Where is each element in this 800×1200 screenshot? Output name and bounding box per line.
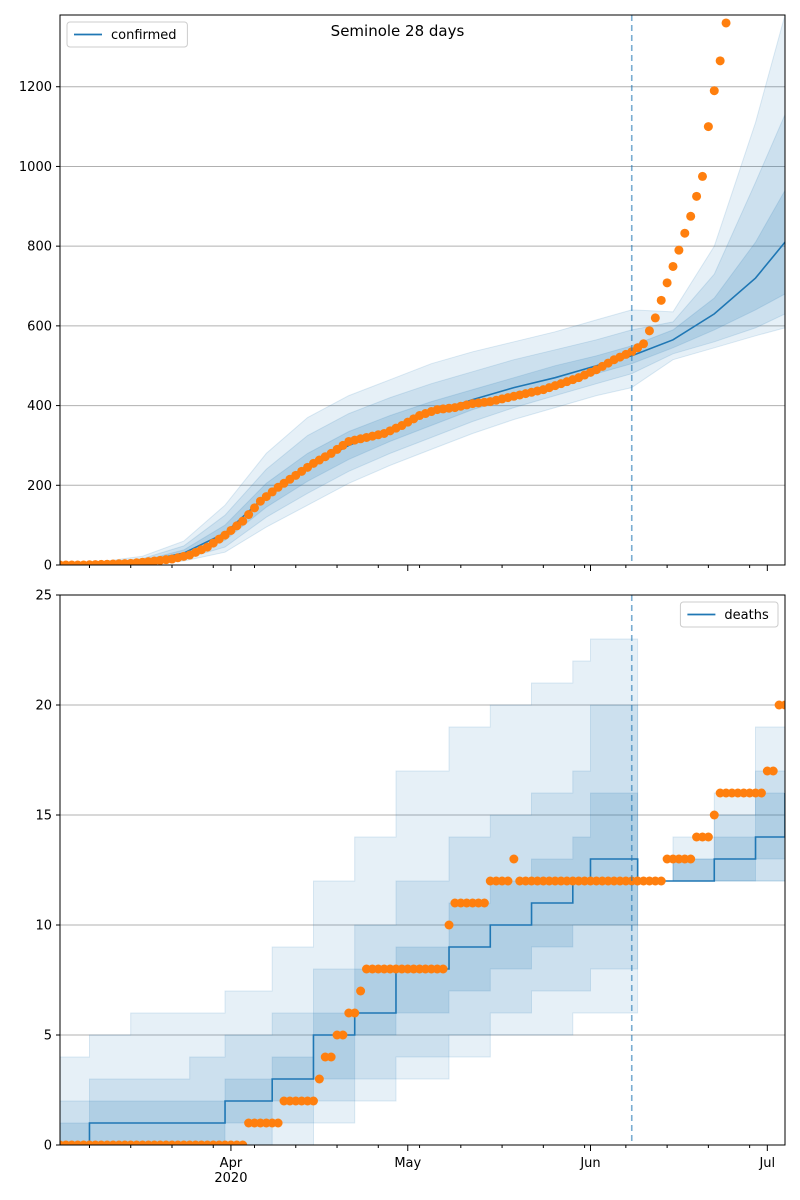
observed-point (692, 191, 702, 201)
observed-point (686, 854, 696, 864)
band-98pct (60, 15, 785, 565)
y-tick-label: 20 (35, 699, 52, 714)
chart-title: Seminole 28 days (331, 22, 465, 40)
y-tick-label: 200 (27, 479, 52, 494)
median-line (60, 793, 785, 1145)
observed-point (768, 766, 778, 776)
y-tick-label: 25 (35, 589, 52, 604)
plot-area (60, 15, 785, 565)
y-tick-label: 400 (27, 399, 52, 414)
y-tick-label: 0 (44, 1139, 52, 1154)
y-tick-label: 1000 (19, 160, 52, 175)
observed-point (308, 1096, 318, 1106)
legend-box (66, 21, 188, 48)
band-80pct (60, 114, 785, 565)
y-tick-label: 800 (27, 240, 52, 255)
observed-point (314, 1074, 324, 1084)
observed-point (250, 503, 260, 513)
observed-point (273, 1118, 283, 1128)
observed-point (680, 228, 690, 238)
y-tick-label: 1200 (19, 80, 52, 95)
legend-label: deaths (724, 608, 769, 623)
observed-point (674, 245, 684, 255)
observed-point (503, 876, 513, 886)
observed-point (238, 1140, 248, 1145)
observed-point (697, 171, 707, 181)
plot-area (60, 595, 785, 1145)
deaths-panel: 0 5 10 15 20 25 Apr May Jun Jul 2020 deaths (35, 589, 786, 1186)
observed-point (509, 854, 519, 864)
observed-point (656, 295, 666, 305)
axes-frame (59, 14, 786, 566)
y-tick-label: 10 (35, 919, 52, 934)
band-50pct (60, 749, 785, 1145)
observed-point (479, 898, 489, 908)
x-tick-label: Jun (579, 1156, 600, 1171)
observed-point (644, 326, 654, 336)
observed-point (668, 261, 678, 271)
y-tick-label: 600 (27, 319, 52, 334)
observed-point (326, 1052, 336, 1062)
band-98pct (60, 595, 785, 1145)
observed-point (356, 986, 366, 996)
observed-point (709, 86, 719, 96)
observed-point (656, 876, 666, 886)
observed-point (244, 510, 254, 520)
observed-point (650, 313, 660, 323)
observed-point (350, 1008, 360, 1018)
x-tick-label: May (394, 1156, 421, 1171)
legend-box (679, 601, 779, 628)
observed-point (780, 700, 785, 710)
y-tick-label: 15 (35, 809, 52, 824)
x-tick-label: Apr (220, 1156, 243, 1171)
observed-point (721, 18, 731, 28)
y-tick-label: 5 (44, 1029, 52, 1044)
y-tick-label: 0 (44, 559, 52, 574)
observed-point (444, 920, 454, 930)
observed-point (238, 516, 248, 526)
band-50pct (60, 189, 785, 565)
x-tick-label: Jul (758, 1156, 775, 1171)
observed-point (686, 211, 696, 221)
observed-point (639, 339, 649, 349)
observed-point (438, 964, 448, 974)
axes-frame (59, 594, 786, 1146)
observed-point (715, 56, 725, 66)
observed-point (703, 122, 713, 132)
confirmed-panel: 0 200 400 600 800 1000 1200 Seminole 28 days con… (19, 14, 786, 574)
x-year-label: 2020 (214, 1171, 247, 1186)
legend: deaths (679, 601, 779, 628)
observed-point (662, 278, 672, 288)
legend-label: confirmed (111, 28, 177, 43)
legend: confirmed (66, 21, 188, 48)
observed-point (709, 810, 719, 820)
observed-point (756, 788, 766, 798)
observed-point (703, 832, 713, 842)
observed-point (338, 1030, 348, 1040)
